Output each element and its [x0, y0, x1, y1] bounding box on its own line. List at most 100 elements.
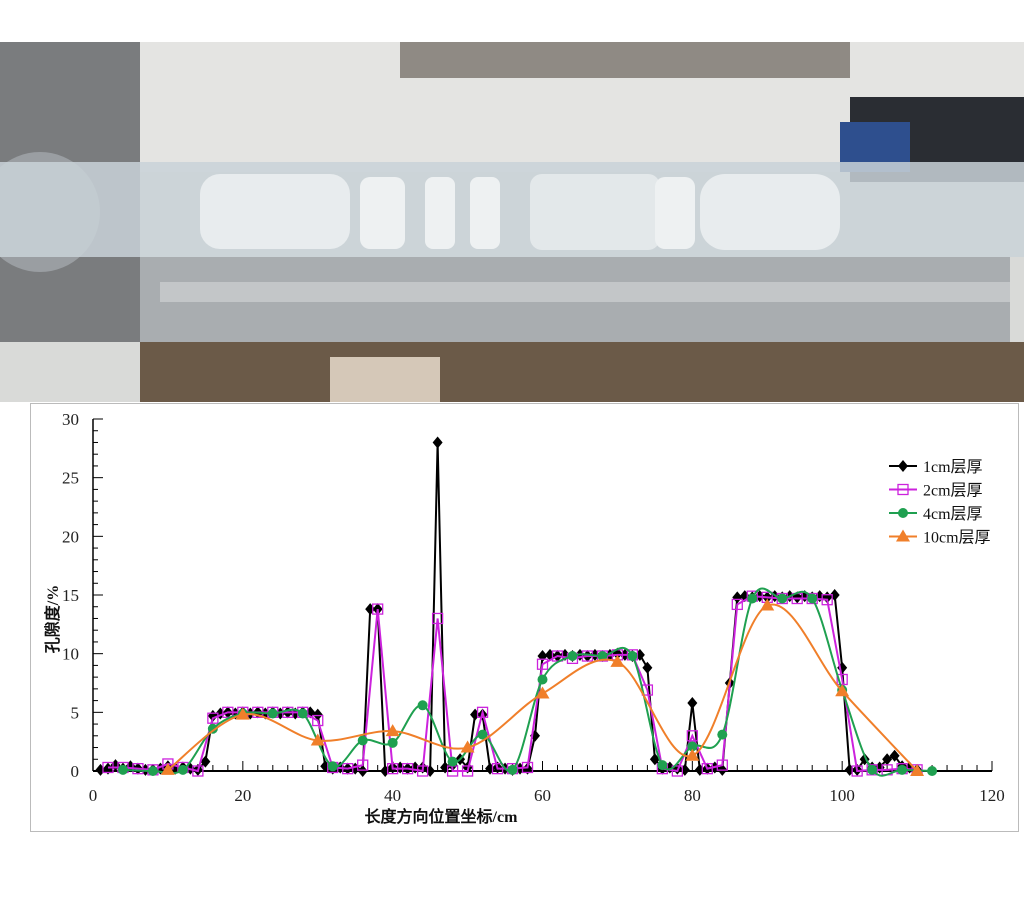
data-point [642, 661, 653, 674]
data-point [657, 760, 668, 771]
data-point [927, 766, 938, 776]
data-point [312, 714, 324, 727]
data-point [821, 594, 833, 606]
chart-panel: 0 5 10 15 20 25 30 0 20 40 60 80 100 120 长度方向位置坐标/cm … [30, 403, 1019, 832]
data-point [851, 765, 863, 777]
data-point [160, 762, 175, 775]
data-point [385, 724, 400, 737]
data-point [537, 674, 548, 685]
data-point [521, 761, 534, 774]
x-tick-label: 40 [384, 786, 401, 805]
y-axis-title: 孔隙度/% [43, 585, 62, 653]
data-point [372, 603, 384, 615]
data-point [432, 436, 443, 449]
data-point [117, 764, 128, 775]
data-point [207, 723, 218, 734]
data-point [747, 593, 758, 604]
data-point [387, 763, 399, 775]
data-point [310, 733, 325, 746]
data-point [535, 686, 550, 699]
data-point [342, 763, 354, 775]
data-point [417, 700, 428, 711]
data-point [177, 764, 188, 775]
data-point [102, 762, 113, 775]
data-point [200, 755, 211, 768]
data-point [777, 593, 788, 604]
legend-label: 2cm层厚 [923, 483, 983, 500]
data-point [717, 729, 728, 740]
data-point [387, 737, 398, 748]
data-point [882, 753, 893, 766]
legend-marker [896, 529, 910, 542]
y-tick-label: 20 [62, 527, 79, 546]
data-point [610, 654, 625, 667]
data-point [686, 730, 698, 742]
data-point [192, 765, 204, 777]
data-point [461, 765, 474, 777]
data-point [235, 707, 250, 720]
data-point [889, 749, 900, 762]
x-tick-label: 0 [89, 786, 98, 805]
x-tick-label: 100 [829, 786, 855, 805]
data-point [910, 764, 925, 776]
data-point [685, 748, 700, 761]
data-point [807, 593, 818, 604]
data-point [132, 763, 144, 775]
data-point [716, 759, 728, 771]
data-point [491, 763, 504, 775]
x-tick-label: 80 [684, 786, 701, 805]
data-point [649, 753, 660, 766]
data-point [701, 763, 713, 775]
legend-marker [897, 483, 909, 496]
data-point [416, 765, 429, 777]
data-point [597, 651, 608, 662]
data-point [477, 729, 488, 740]
data-point [327, 761, 338, 772]
experiment-apparatus-photo [0, 42, 1024, 402]
data-point [447, 756, 458, 767]
x-tick-label: 20 [234, 786, 251, 805]
series-3 [160, 598, 925, 776]
series-line-3 [167, 603, 918, 772]
data-point [530, 729, 541, 742]
data-point [102, 761, 114, 774]
data-point [476, 706, 489, 718]
data-point [731, 598, 743, 611]
data-point [357, 759, 369, 771]
data-point [507, 764, 518, 775]
data-point [627, 651, 638, 662]
data-point [687, 741, 698, 752]
x-axis-title: 长度方向位置坐标/cm [365, 807, 519, 826]
data-point [760, 598, 775, 611]
x-tick-label: 60 [534, 786, 551, 805]
data-point [897, 764, 908, 775]
data-point [431, 612, 444, 625]
y-tick-label: 15 [62, 586, 79, 605]
series-1 [102, 590, 923, 777]
legend-marker [898, 460, 908, 472]
y-tick-label: 25 [62, 469, 79, 488]
y-tick-label: 30 [62, 410, 79, 429]
y-tick-label: 0 [71, 762, 80, 781]
data-point [222, 706, 234, 718]
data-point [687, 696, 698, 709]
legend-marker [898, 508, 908, 518]
series-2 [117, 587, 938, 777]
data-point [267, 708, 278, 719]
data-point [401, 763, 414, 775]
legend-label: 1cm层厚 [923, 459, 983, 476]
series-line-2 [122, 587, 933, 777]
data-point [297, 708, 308, 719]
y-tick-label: 5 [71, 703, 80, 722]
axes: 0 5 10 15 20 25 30 0 20 40 60 80 100 120 [62, 410, 1005, 805]
legend-label: 4cm层厚 [923, 506, 983, 523]
legend-label: 10cm层厚 [923, 530, 991, 547]
data-point [357, 735, 368, 746]
data-point [536, 658, 549, 670]
data-point [522, 762, 533, 775]
legend: 1cm层厚 2cm层厚 4cm层厚 10cm层厚 [889, 459, 991, 547]
data-point [207, 712, 219, 724]
y-tick-label: 10 [62, 645, 79, 664]
data-point [732, 591, 743, 604]
